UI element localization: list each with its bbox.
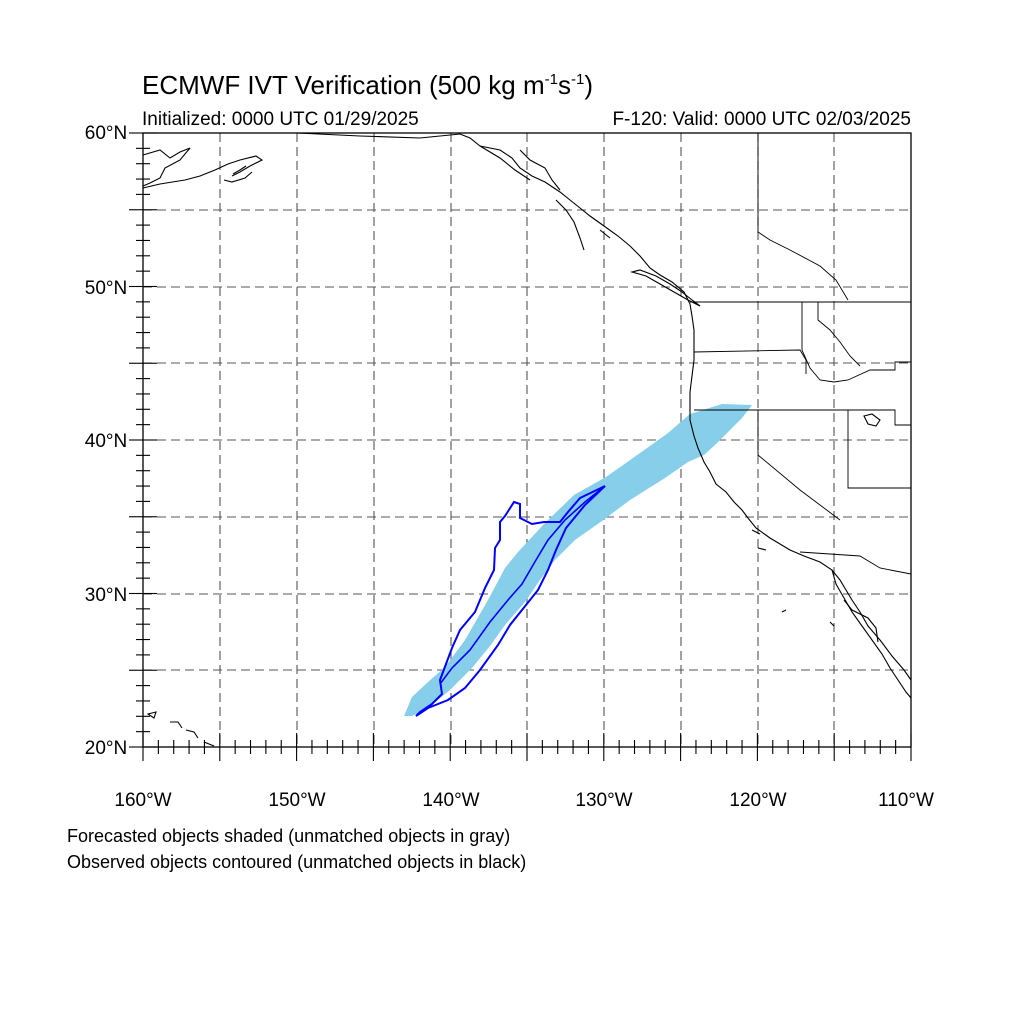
x-tick-140w: 140°W (422, 790, 479, 811)
legend-observed: Observed objects contoured (unmatched ob… (67, 852, 527, 872)
initialized-time: Initialized: 0000 UTC 01/29/2025 (142, 109, 419, 130)
chart-title: ECMWF IVT Verification (500 kg m-1s-1) (142, 70, 593, 100)
coastlines (142, 132, 912, 747)
x-tick-150w: 150°W (268, 790, 325, 811)
observed-ivt-contour-inner (439, 485, 606, 685)
y-tick-50n: 50°N (85, 278, 127, 299)
axis-ticks (129, 132, 912, 761)
y-tick-30n: 30°N (85, 585, 127, 606)
y-tick-60n: 60°N (85, 123, 127, 144)
x-tick-160w: 160°W (114, 790, 171, 811)
y-tick-20n: 20°N (85, 738, 127, 759)
y-tick-40n: 40°N (85, 431, 127, 452)
x-tick-110w: 110°W (878, 790, 934, 811)
legend-forecast: Forecasted objects shaded (unmatched obj… (67, 826, 511, 846)
x-tick-120w: 120°W (729, 790, 786, 811)
forecast-ivt-object (404, 404, 752, 716)
valid-time: F-120: Valid: 0000 UTC 02/03/2025 (612, 109, 911, 130)
x-tick-130w: 130°W (575, 790, 632, 811)
observed-ivt-contour (415, 485, 606, 717)
